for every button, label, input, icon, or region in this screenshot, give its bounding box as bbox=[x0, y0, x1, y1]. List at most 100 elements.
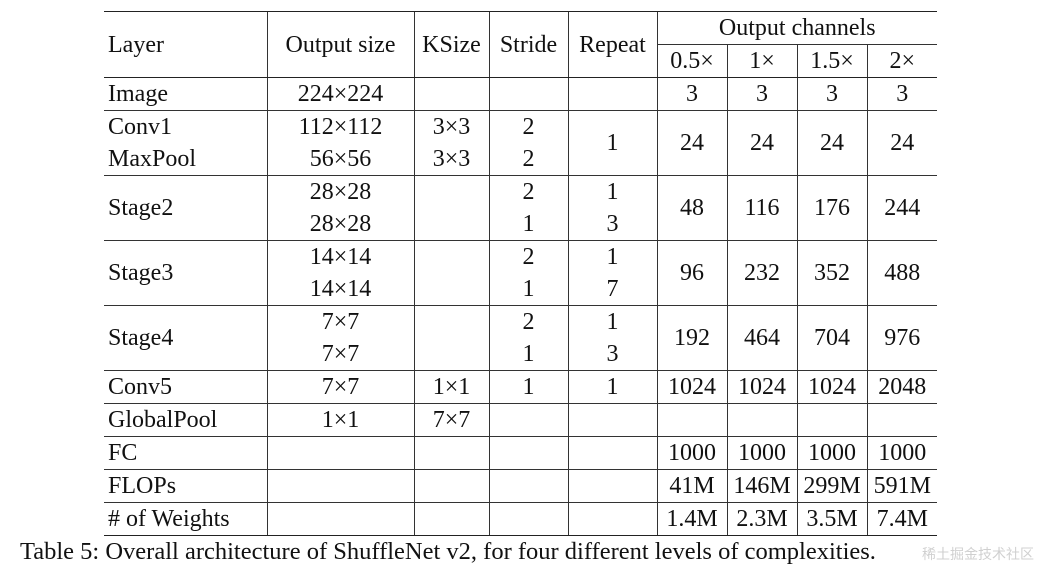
ksize-cell: 1×1 bbox=[413, 370, 489, 404]
ksize-cell bbox=[413, 240, 489, 306]
repeat-cell: 1 bbox=[567, 110, 657, 176]
repeat-cell bbox=[567, 469, 657, 503]
layer-name: GlobalPool bbox=[104, 403, 267, 437]
ksize-cell bbox=[413, 502, 489, 536]
output-size-cell: 14×14 bbox=[266, 240, 414, 273]
channel-cell: 7.4M bbox=[866, 502, 937, 536]
channel-cell: 24 bbox=[866, 110, 937, 176]
header-output-size: Output size bbox=[266, 11, 414, 78]
layer-name: Conv5 bbox=[104, 370, 267, 404]
channel-cell: 3 bbox=[656, 77, 727, 111]
output-size-cell bbox=[266, 436, 414, 470]
stride-cell: 2 bbox=[488, 110, 568, 143]
header-layer: Layer bbox=[104, 11, 267, 78]
header-stride: Stride bbox=[488, 11, 568, 78]
output-size-cell: 28×28 bbox=[266, 175, 414, 208]
repeat-cell: 3 bbox=[567, 208, 657, 241]
table-row: Stage2 28×28 2 1 48 116 176 244 bbox=[104, 175, 937, 241]
channel-cell: 2048 bbox=[866, 370, 937, 404]
table-row: Stage4 7×7 2 1 192 464 704 976 bbox=[104, 305, 937, 371]
channel-cell: 244 bbox=[866, 175, 937, 241]
stride-cell bbox=[488, 469, 568, 503]
stride-cell bbox=[488, 403, 568, 437]
repeat-cell: 7 bbox=[567, 273, 657, 306]
channel-cell: 1.4M bbox=[656, 502, 727, 536]
channel-cell: 3.5M bbox=[796, 502, 867, 536]
table-row: # of Weights 1.4M 2.3M 3.5M 7.4M bbox=[104, 502, 937, 536]
repeat-cell: 1 bbox=[567, 370, 657, 404]
table-row: 14×14 1 7 bbox=[104, 273, 937, 306]
table-row: 7×7 1 3 bbox=[104, 338, 937, 371]
channel-cell: 1000 bbox=[866, 436, 937, 470]
header-multiplier: 0.5× bbox=[656, 44, 727, 78]
channel-cell: 24 bbox=[726, 110, 797, 176]
channel-cell: 1000 bbox=[796, 436, 867, 470]
header-multiplier: 2× bbox=[866, 44, 937, 78]
channel-cell: 2.3M bbox=[726, 502, 797, 536]
repeat-cell bbox=[567, 77, 657, 111]
stride-cell bbox=[488, 436, 568, 470]
channel-cell: 1024 bbox=[796, 370, 867, 404]
layer-name: MaxPool bbox=[108, 146, 197, 172]
stride-cell: 1 bbox=[488, 273, 568, 306]
stride-cell: 2 bbox=[488, 175, 568, 208]
output-size-cell: 7×7 bbox=[266, 305, 414, 338]
channel-cell: 96 bbox=[656, 240, 727, 306]
channel-cell bbox=[726, 403, 797, 437]
channel-cell: 1024 bbox=[726, 370, 797, 404]
layer-name: Stage3 bbox=[104, 240, 267, 306]
header-output-channels: Output channels bbox=[656, 11, 937, 45]
channel-cell: 116 bbox=[726, 175, 797, 241]
stride-cell bbox=[488, 77, 568, 111]
output-size-cell bbox=[266, 502, 414, 536]
table-row: FLOPs 41M 146M 299M 591M bbox=[104, 469, 937, 503]
channel-cell: 976 bbox=[866, 305, 937, 371]
layer-name: Stage2 bbox=[104, 175, 267, 241]
table-caption: Table 5: Overall architecture of Shuffle… bbox=[20, 538, 876, 565]
channel-cell bbox=[656, 403, 727, 437]
stride-cell: 2 bbox=[488, 143, 568, 176]
layer-name: Image bbox=[108, 81, 168, 107]
output-size-cell: 28×28 bbox=[266, 208, 414, 241]
output-size-cell bbox=[266, 469, 414, 503]
table-row: 28×28 1 3 bbox=[104, 208, 937, 241]
channel-cell: 24 bbox=[656, 110, 727, 176]
repeat-cell: 3 bbox=[567, 338, 657, 371]
ksize-cell: 3×3 bbox=[413, 110, 489, 143]
table-row: Image 224×224 3 3 3 3 bbox=[104, 77, 937, 111]
channel-cell: 192 bbox=[656, 305, 727, 371]
table-row: FC 1000 1000 1000 1000 bbox=[104, 436, 937, 470]
header-multiplier-row: 0.5× 1× 1.5× 2× bbox=[104, 44, 937, 78]
channel-cell: 146M bbox=[726, 469, 797, 503]
stride-cell: 2 bbox=[488, 240, 568, 273]
layer-name: Stage4 bbox=[104, 305, 267, 371]
channel-cell: 464 bbox=[726, 305, 797, 371]
ksize-cell: 3×3 bbox=[413, 143, 489, 176]
channel-cell: 3 bbox=[726, 77, 797, 111]
channel-cell: 704 bbox=[796, 305, 867, 371]
repeat-cell: 1 bbox=[567, 240, 657, 273]
stride-cell: 2 bbox=[488, 305, 568, 338]
channel-cell: 3 bbox=[866, 77, 937, 111]
header-row: Layer Output size KSize Stride Repeat Ou… bbox=[104, 11, 937, 78]
channel-cell: 488 bbox=[866, 240, 937, 306]
channel-cell: 299M bbox=[796, 469, 867, 503]
table-row: Stage3 14×14 2 1 96 232 352 488 bbox=[104, 240, 937, 306]
channel-cell: 1000 bbox=[726, 436, 797, 470]
repeat-cell: 1 bbox=[567, 305, 657, 338]
ksize-cell bbox=[413, 436, 489, 470]
channel-cell: 3 bbox=[796, 77, 867, 111]
output-size-cell: 7×7 bbox=[266, 338, 414, 371]
table-row: Conv1 112×112 3×3 2 1 24 24 24 24 bbox=[104, 110, 937, 176]
repeat-cell: 1 bbox=[567, 175, 657, 208]
output-size-cell: 56×56 bbox=[266, 143, 414, 176]
ksize-cell bbox=[413, 175, 489, 241]
layer-name: Conv1 bbox=[104, 110, 267, 143]
header-multiplier: 1.5× bbox=[796, 44, 867, 78]
repeat-cell bbox=[567, 502, 657, 536]
stride-cell bbox=[488, 502, 568, 536]
channel-cell: 24 bbox=[796, 110, 867, 176]
watermark: 稀土掘金技术社区 bbox=[922, 547, 1034, 563]
stride-cell: 1 bbox=[488, 338, 568, 371]
header-ksize: KSize bbox=[413, 11, 489, 78]
